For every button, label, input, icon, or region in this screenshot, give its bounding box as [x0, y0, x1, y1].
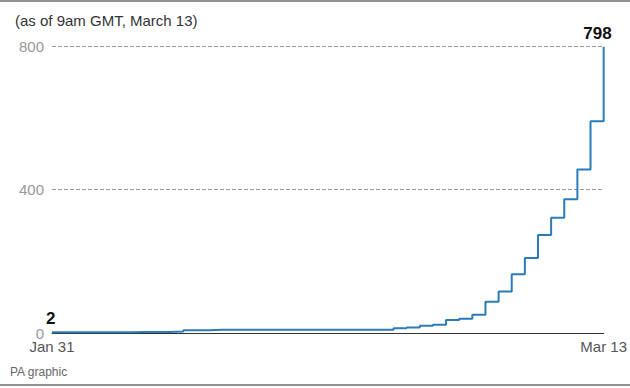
- svg-text:800: 800: [19, 38, 44, 55]
- svg-text:0: 0: [35, 324, 44, 342]
- svg-text:Jan 31: Jan 31: [29, 338, 74, 355]
- svg-text:(as of 9am GMT, March 13): (as of 9am GMT, March 13): [15, 12, 198, 29]
- svg-text:2: 2: [46, 309, 55, 328]
- svg-text:Mar 13: Mar 13: [580, 338, 627, 355]
- svg-text:798: 798: [583, 24, 611, 43]
- svg-text:PA graphic: PA graphic: [10, 365, 67, 379]
- svg-text:400: 400: [19, 181, 44, 198]
